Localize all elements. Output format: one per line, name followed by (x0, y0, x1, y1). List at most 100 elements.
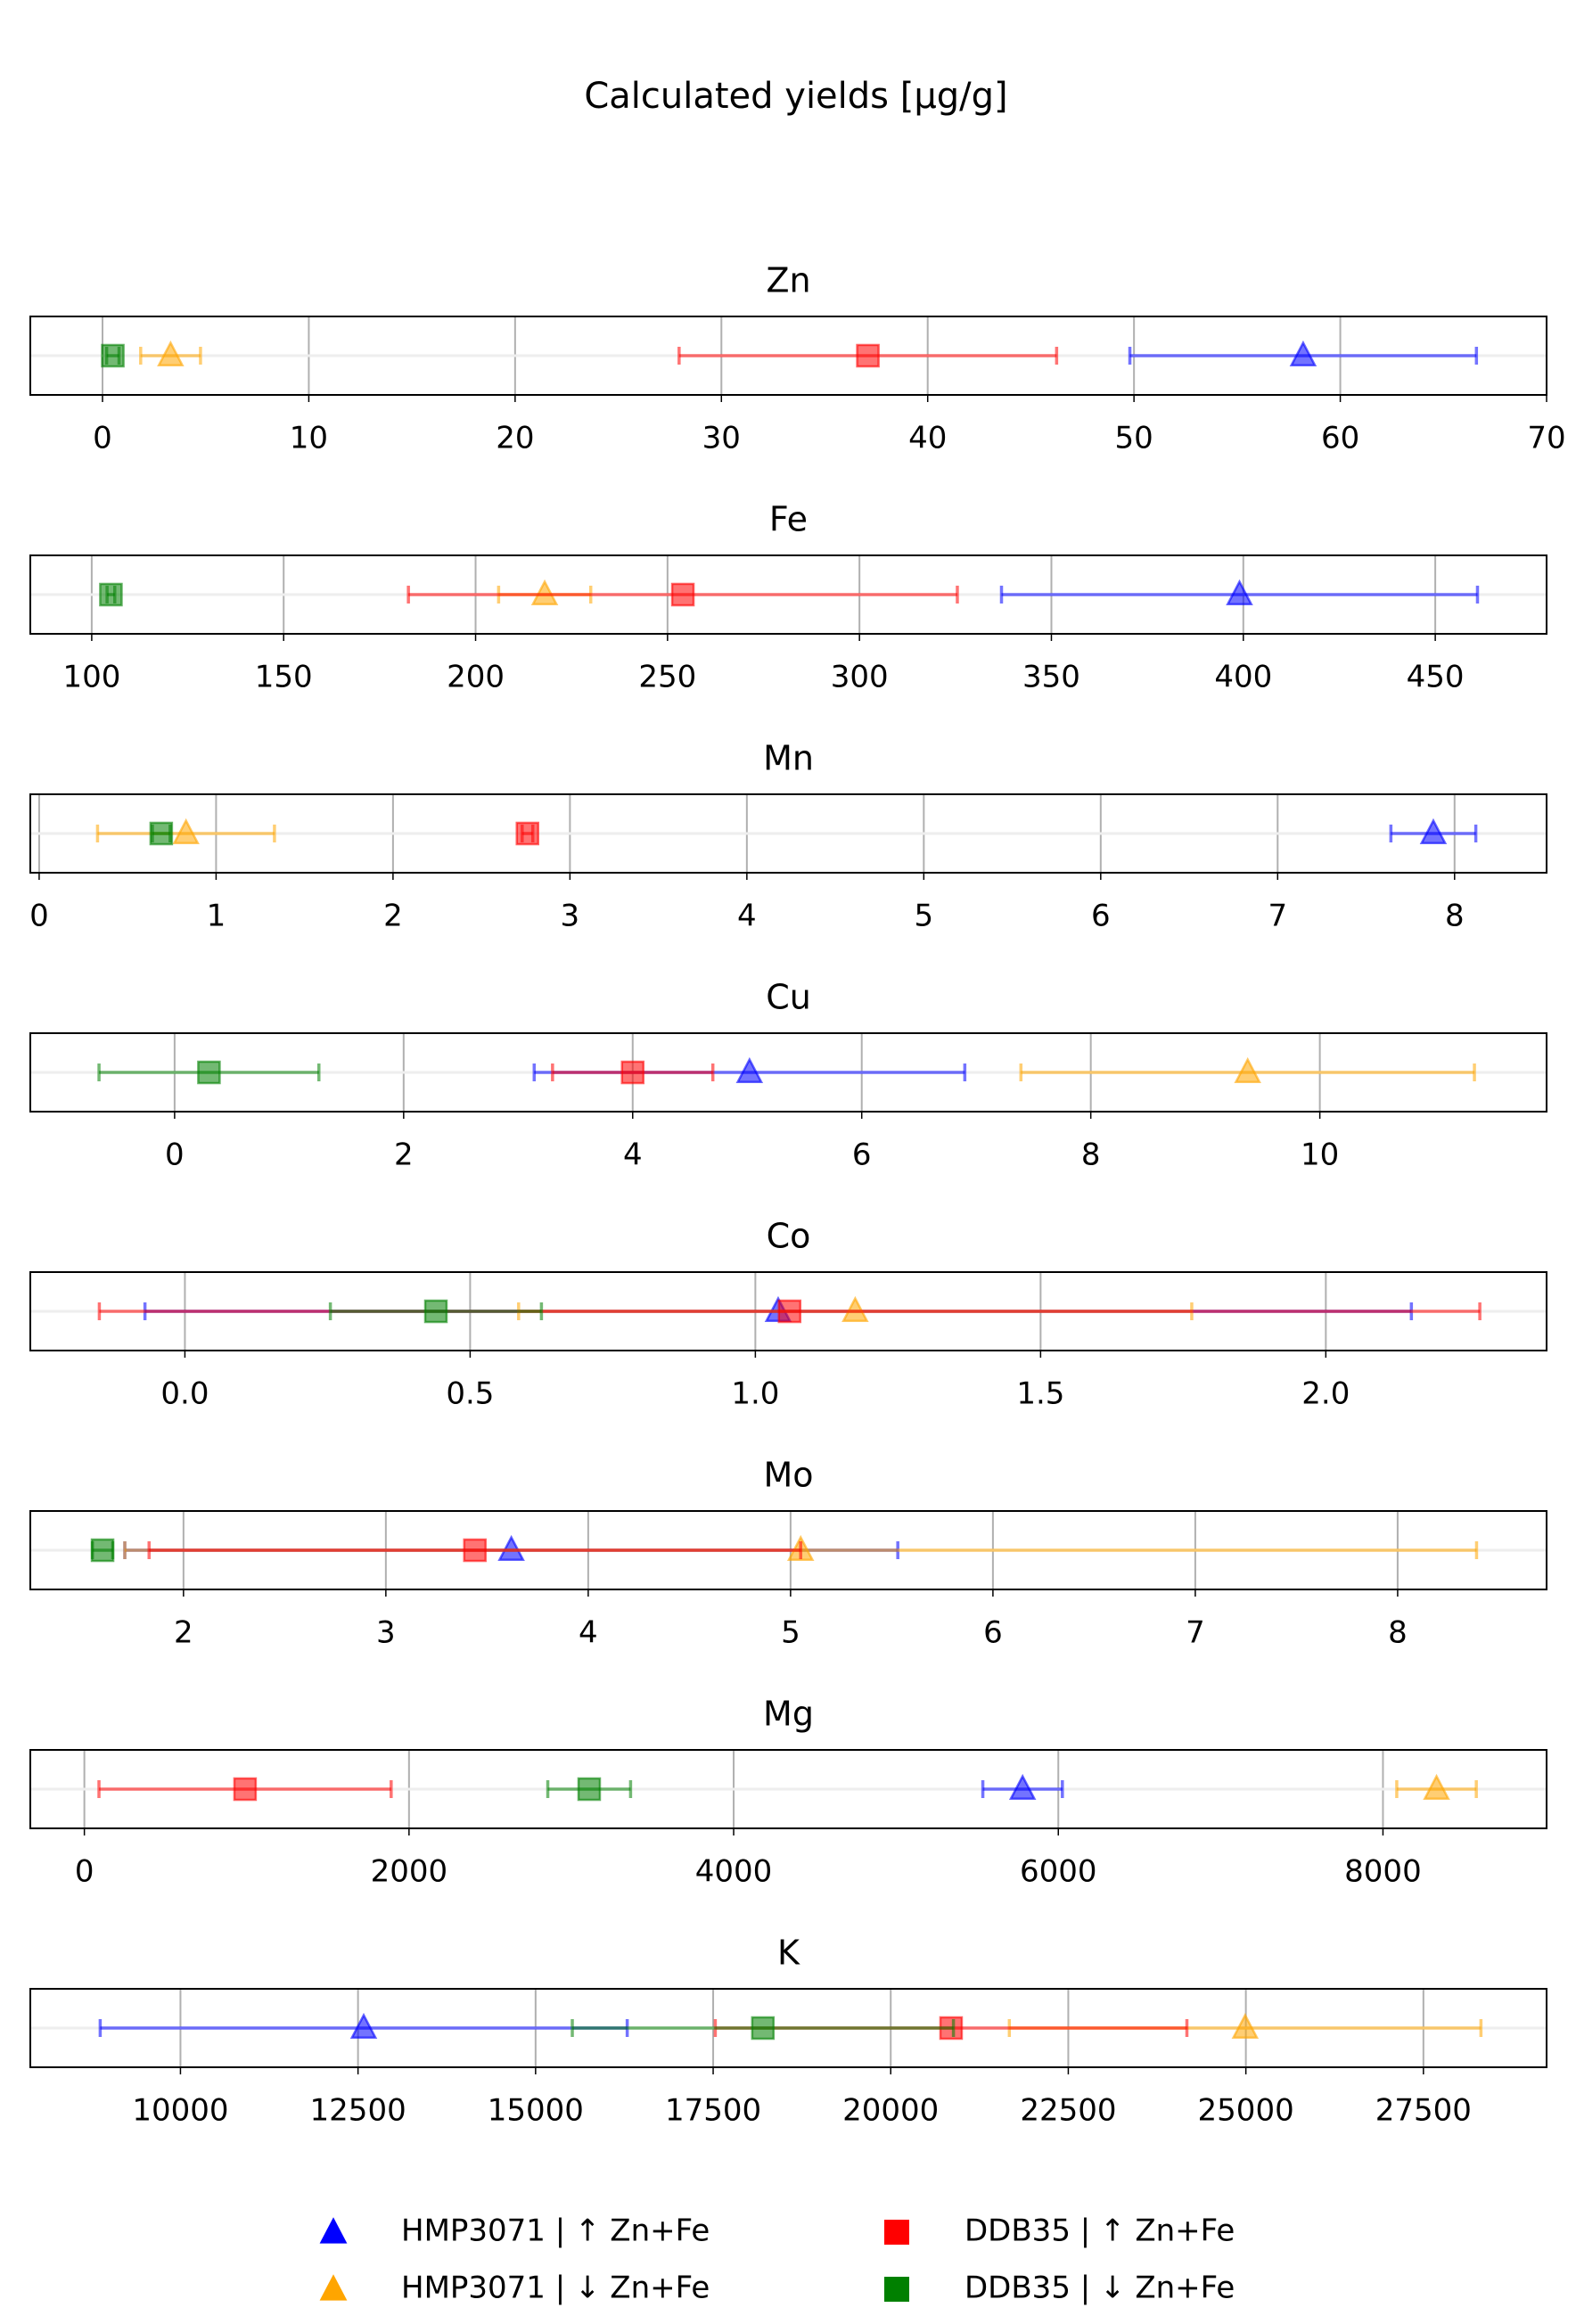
marker (1234, 1056, 1261, 1084)
x-tick-label: 6 (983, 1615, 1003, 1651)
x-tick-label: 8 (1445, 899, 1465, 934)
x-tick-label: 0 (75, 1854, 94, 1890)
marker (841, 1295, 869, 1323)
x-tick-label: 3 (376, 1615, 396, 1651)
subplot-title: Zn (766, 261, 810, 300)
legend-marker (884, 2220, 909, 2245)
marker (197, 1060, 221, 1085)
x-tick-label: 15000 (488, 2093, 584, 2129)
marker (99, 582, 123, 607)
x-tick-label: 6 (1091, 899, 1111, 934)
x-tick-label: 5 (781, 1615, 800, 1651)
marker (1231, 2012, 1260, 2040)
axes-frame (29, 1271, 1547, 1351)
marker (735, 1056, 764, 1084)
x-tick-label: 12500 (310, 2093, 406, 2129)
axes-frame (29, 1032, 1547, 1113)
axes-frame (29, 554, 1547, 635)
x-tick-label: 17500 (665, 2093, 761, 2129)
x-tick-label: 6 (852, 1137, 872, 1173)
marker (1289, 340, 1317, 367)
x-tick-label: 25000 (1198, 2093, 1294, 2129)
axes-frame (29, 793, 1547, 874)
subplot-title: Mo (763, 1456, 813, 1495)
x-tick-label: 150 (255, 660, 313, 695)
x-tick-label: 5 (915, 899, 934, 934)
x-tick-label: 100 (62, 660, 120, 695)
x-tick-label: 4 (623, 1137, 643, 1173)
subplot-title: Co (767, 1217, 811, 1256)
x-tick-label: 2000 (371, 1854, 448, 1890)
marker (1008, 1773, 1037, 1801)
x-tick-label: 2.0 (1301, 1376, 1350, 1412)
marker (1423, 1773, 1450, 1801)
x-tick-label: 10 (290, 421, 328, 456)
x-tick-label: 10 (1301, 1137, 1339, 1173)
axes-frame (29, 1749, 1547, 1829)
x-tick-label: 20000 (842, 2093, 939, 2129)
marker (777, 1299, 802, 1324)
x-tick-label: 4000 (695, 1854, 773, 1890)
marker (530, 579, 559, 606)
marker (149, 821, 174, 846)
marker (497, 1534, 525, 1562)
x-tick-label: 0 (29, 899, 49, 934)
x-tick-label: 400 (1214, 660, 1272, 695)
x-tick-label: 4 (737, 899, 757, 934)
x-tick-label: 2 (174, 1615, 193, 1651)
x-tick-label: 27500 (1375, 2093, 1472, 2129)
x-tick-label: 3 (561, 899, 580, 934)
x-tick-label: 200 (447, 660, 505, 695)
x-tick-label: 8000 (1344, 1854, 1422, 1890)
axes-frame (29, 316, 1547, 396)
x-tick-label: 8 (1081, 1137, 1101, 1173)
marker (1226, 579, 1253, 606)
x-tick-label: 1.5 (1016, 1376, 1064, 1412)
x-tick-label: 2 (383, 899, 403, 934)
x-tick-label: 30 (702, 421, 741, 456)
marker (101, 343, 125, 368)
x-tick-label: 60 (1321, 421, 1359, 456)
x-tick-label: 0 (93, 421, 112, 456)
subplot-title: Mg (763, 1695, 814, 1734)
legend-label: HMP3071 | ↑ Zn+Fe (401, 2213, 710, 2249)
marker (233, 1777, 258, 1802)
x-tick-label: 450 (1407, 660, 1465, 695)
legend-label: DDB35 | ↑ Zn+Fe (964, 2213, 1235, 2249)
x-tick-label: 20 (496, 421, 534, 456)
subplot-title: Mn (763, 739, 814, 778)
x-tick-label: 300 (831, 660, 889, 695)
marker (751, 2016, 776, 2041)
x-tick-label: 7 (1268, 899, 1287, 934)
x-tick-label: 1.0 (731, 1376, 779, 1412)
marker (172, 817, 200, 845)
marker (463, 1538, 487, 1563)
x-tick-label: 10000 (132, 2093, 228, 2129)
legend-marker (319, 2274, 348, 2301)
marker (577, 1777, 602, 1802)
x-tick-label: 4 (579, 1615, 598, 1651)
x-tick-label: 250 (638, 660, 696, 695)
marker (1419, 817, 1448, 845)
marker (515, 821, 539, 846)
x-tick-label: 0 (165, 1137, 185, 1173)
axes-frame (29, 1988, 1547, 2068)
legend-label: DDB35 | ↓ Zn+Fe (964, 2271, 1235, 2306)
subplot-title: K (777, 1934, 800, 1973)
x-tick-label: 7 (1186, 1615, 1205, 1651)
subplot-title: Cu (766, 978, 811, 1017)
marker (157, 340, 185, 367)
x-tick-label: 2 (394, 1137, 414, 1173)
axes-frame (29, 1510, 1547, 1590)
marker (423, 1299, 448, 1324)
legend-label: HMP3071 | ↓ Zn+Fe (401, 2271, 710, 2306)
legend-marker (884, 2277, 909, 2302)
legend-marker (319, 2217, 348, 2244)
marker (349, 2012, 378, 2040)
x-tick-label: 1 (207, 899, 226, 934)
x-tick-label: 350 (1022, 660, 1080, 695)
x-tick-label: 6000 (1020, 1854, 1097, 1890)
x-tick-label: 70 (1527, 421, 1565, 456)
figure-title: Calculated yields [µg/g] (584, 76, 1007, 117)
